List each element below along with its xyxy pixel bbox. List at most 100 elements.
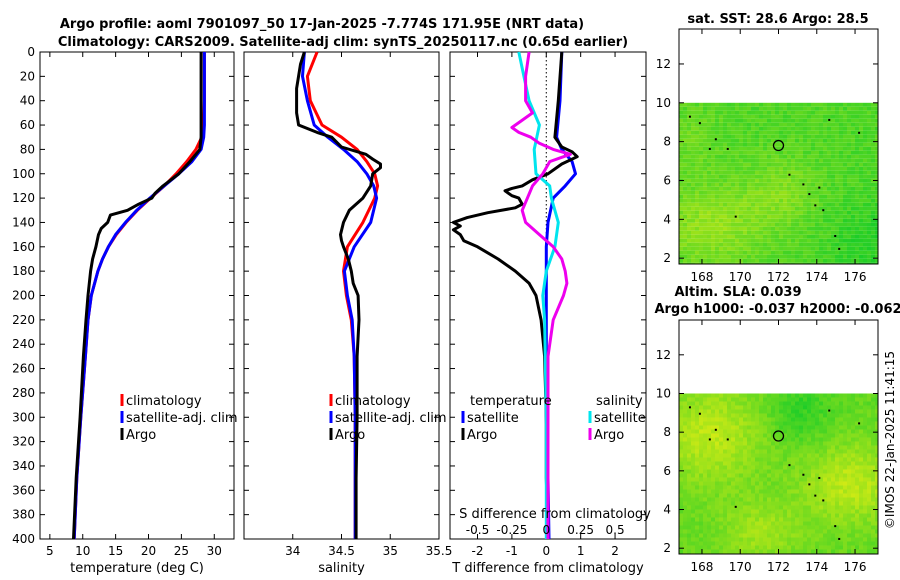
map-cell [691,134,695,139]
map-cell [731,174,735,179]
map-cell [739,397,743,402]
map-cell [739,501,743,506]
map-cell [795,258,799,263]
map-cell [719,509,723,514]
map-cell [719,258,723,263]
map-cell [759,533,763,538]
map-cell [843,242,847,247]
map-cell [783,150,787,155]
map-cell [751,489,755,494]
map-cell [755,493,759,498]
map-cell [707,106,711,111]
map-cell [791,122,795,127]
map-cell [863,517,867,522]
map-cell [859,541,863,546]
map-cell [823,529,827,534]
map-cell [687,497,691,502]
map-cell [827,182,831,187]
map-cell [715,437,719,442]
map-cell [827,529,831,534]
map-cell [683,529,687,534]
map-cell [867,190,871,195]
map-cell [767,246,771,251]
map-cell [875,202,878,207]
map-cell [727,254,731,259]
map-cell [799,541,803,546]
map-cell [779,134,783,139]
map-cell [695,130,699,135]
map-cell [691,409,695,414]
map-cell [839,493,843,498]
map-cell [679,222,683,227]
series-line-satellite-adj-clim [301,51,379,539]
map-cell [799,473,803,478]
map-cell [847,533,851,538]
map-cell [847,182,851,187]
map-cell [731,186,735,191]
map-cell [871,469,875,474]
map-cell [871,186,875,191]
map-cell [751,174,755,179]
island-speck [808,193,811,196]
x-tick-label: 5 [46,544,54,558]
map-cell [687,397,691,402]
map-cell [755,118,759,123]
map-cell [715,202,719,207]
map-cell [707,501,711,506]
map-cell [683,421,687,426]
map-cell [719,242,723,247]
map-cell [767,158,771,163]
map-cell [755,409,759,414]
map-cell [687,130,691,135]
map-cell [867,521,871,526]
map-cell [739,162,743,167]
map-cell [859,202,863,207]
map-cell [843,126,847,131]
map-cell [691,186,695,191]
map-cell [755,437,759,442]
map-cell [795,202,799,207]
map-cell [775,222,779,227]
map-cell [771,417,775,422]
map-cell [871,501,875,506]
map-cell [759,262,763,264]
map-cell [727,393,731,398]
map-cell [723,477,727,482]
map-cell [723,146,727,151]
map-cell [767,186,771,191]
map-cell [695,258,699,263]
map-cell [755,190,759,195]
map-cell [851,521,855,526]
map-cell [867,493,871,498]
map-cell [691,206,695,211]
map-cell [803,401,807,406]
map-cell [679,246,683,251]
map-cell [787,409,791,414]
map-cell [699,529,703,534]
map-cell [867,465,871,470]
map-cell [803,198,807,203]
map-cell [747,393,751,398]
map-cell [723,150,727,155]
map-cell [779,505,783,510]
map-cell [871,150,875,155]
map-cell [683,262,687,264]
map-cell [847,437,851,442]
map-cell [711,545,715,550]
map-cell [739,437,743,442]
map-cell [747,210,751,215]
map-cell [779,262,783,264]
map-cell [691,397,695,402]
map-cell [683,405,687,410]
map-cell [787,421,791,426]
map-cell [871,246,875,251]
map-cell [723,246,727,251]
map-cell [735,533,739,538]
map-cell [703,178,707,183]
map-cell [867,198,871,203]
map-cell [703,242,707,247]
map-cell [735,549,739,554]
map-cell [727,234,731,239]
map-cell [867,178,871,183]
map-cell [823,461,827,466]
